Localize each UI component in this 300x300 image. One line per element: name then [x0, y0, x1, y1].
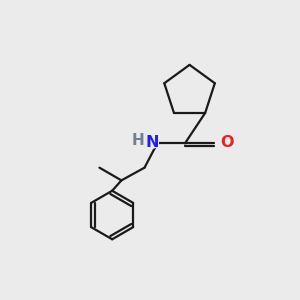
Text: N: N: [146, 135, 159, 150]
Circle shape: [147, 136, 158, 148]
Text: O: O: [220, 135, 233, 150]
Circle shape: [221, 136, 232, 148]
Text: H: H: [131, 133, 144, 148]
